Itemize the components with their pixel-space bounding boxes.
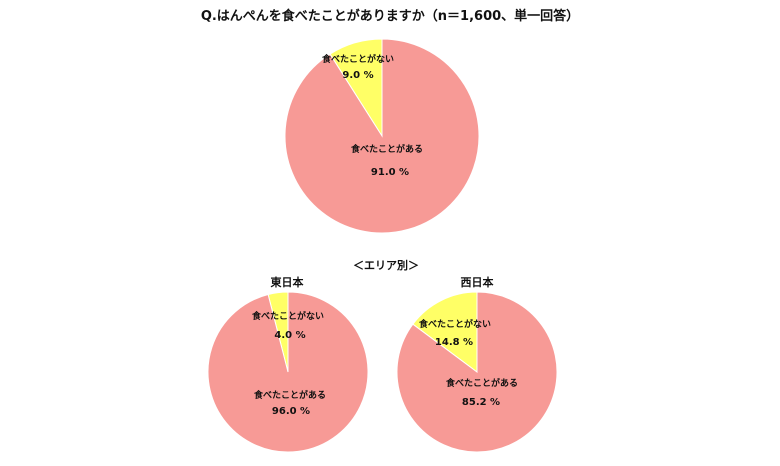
main-pie-label-ate: 食べたことがある xyxy=(350,143,423,155)
east-pie-label-not-ate: 食べたことがない xyxy=(251,310,324,322)
east-chart-title: 東日本 xyxy=(271,275,304,289)
main-pie-label-not-ate: 食べたことがない xyxy=(321,53,394,65)
east-pie-value-ate: 96.0 % xyxy=(272,406,310,417)
west-pie-value-ate: 85.2 % xyxy=(462,397,500,408)
area-section-title: ＜エリア別＞ xyxy=(353,258,419,272)
west-pie-label-ate: 食べたことがある xyxy=(445,377,518,389)
east-pie-slice-ate xyxy=(207,291,369,453)
west-pie-slice-not-ate xyxy=(412,291,478,373)
east-pie-label-ate: 食べたことがある xyxy=(253,389,326,401)
west-chart-title: 西日本 xyxy=(461,275,494,289)
west-pie-slice-ate xyxy=(396,291,558,453)
main-pie-slice-ate xyxy=(284,38,480,234)
east-pie-value-not-ate: 4.0 % xyxy=(274,330,305,341)
main-pie-chart: 食べたことがない 9.0 % 食べたことがある 91.0 % xyxy=(284,38,480,234)
west-pie-label-not-ate: 食べたことがない xyxy=(418,318,491,330)
main-pie-value-not-ate: 9.0 % xyxy=(342,70,373,81)
west-pie-value-not-ate: 14.8 % xyxy=(435,337,473,348)
east-pie-chart: 食べたことがない 4.0 % 食べたことがある 96.0 % xyxy=(207,291,369,453)
page-title: Q.はんぺんを食べたことがありますか（n＝1,600、単一回答） xyxy=(201,8,579,24)
main-pie-value-ate: 91.0 % xyxy=(371,167,409,178)
west-pie-chart: 食べたことがない 14.8 % 食べたことがある 85.2 % xyxy=(396,291,558,453)
